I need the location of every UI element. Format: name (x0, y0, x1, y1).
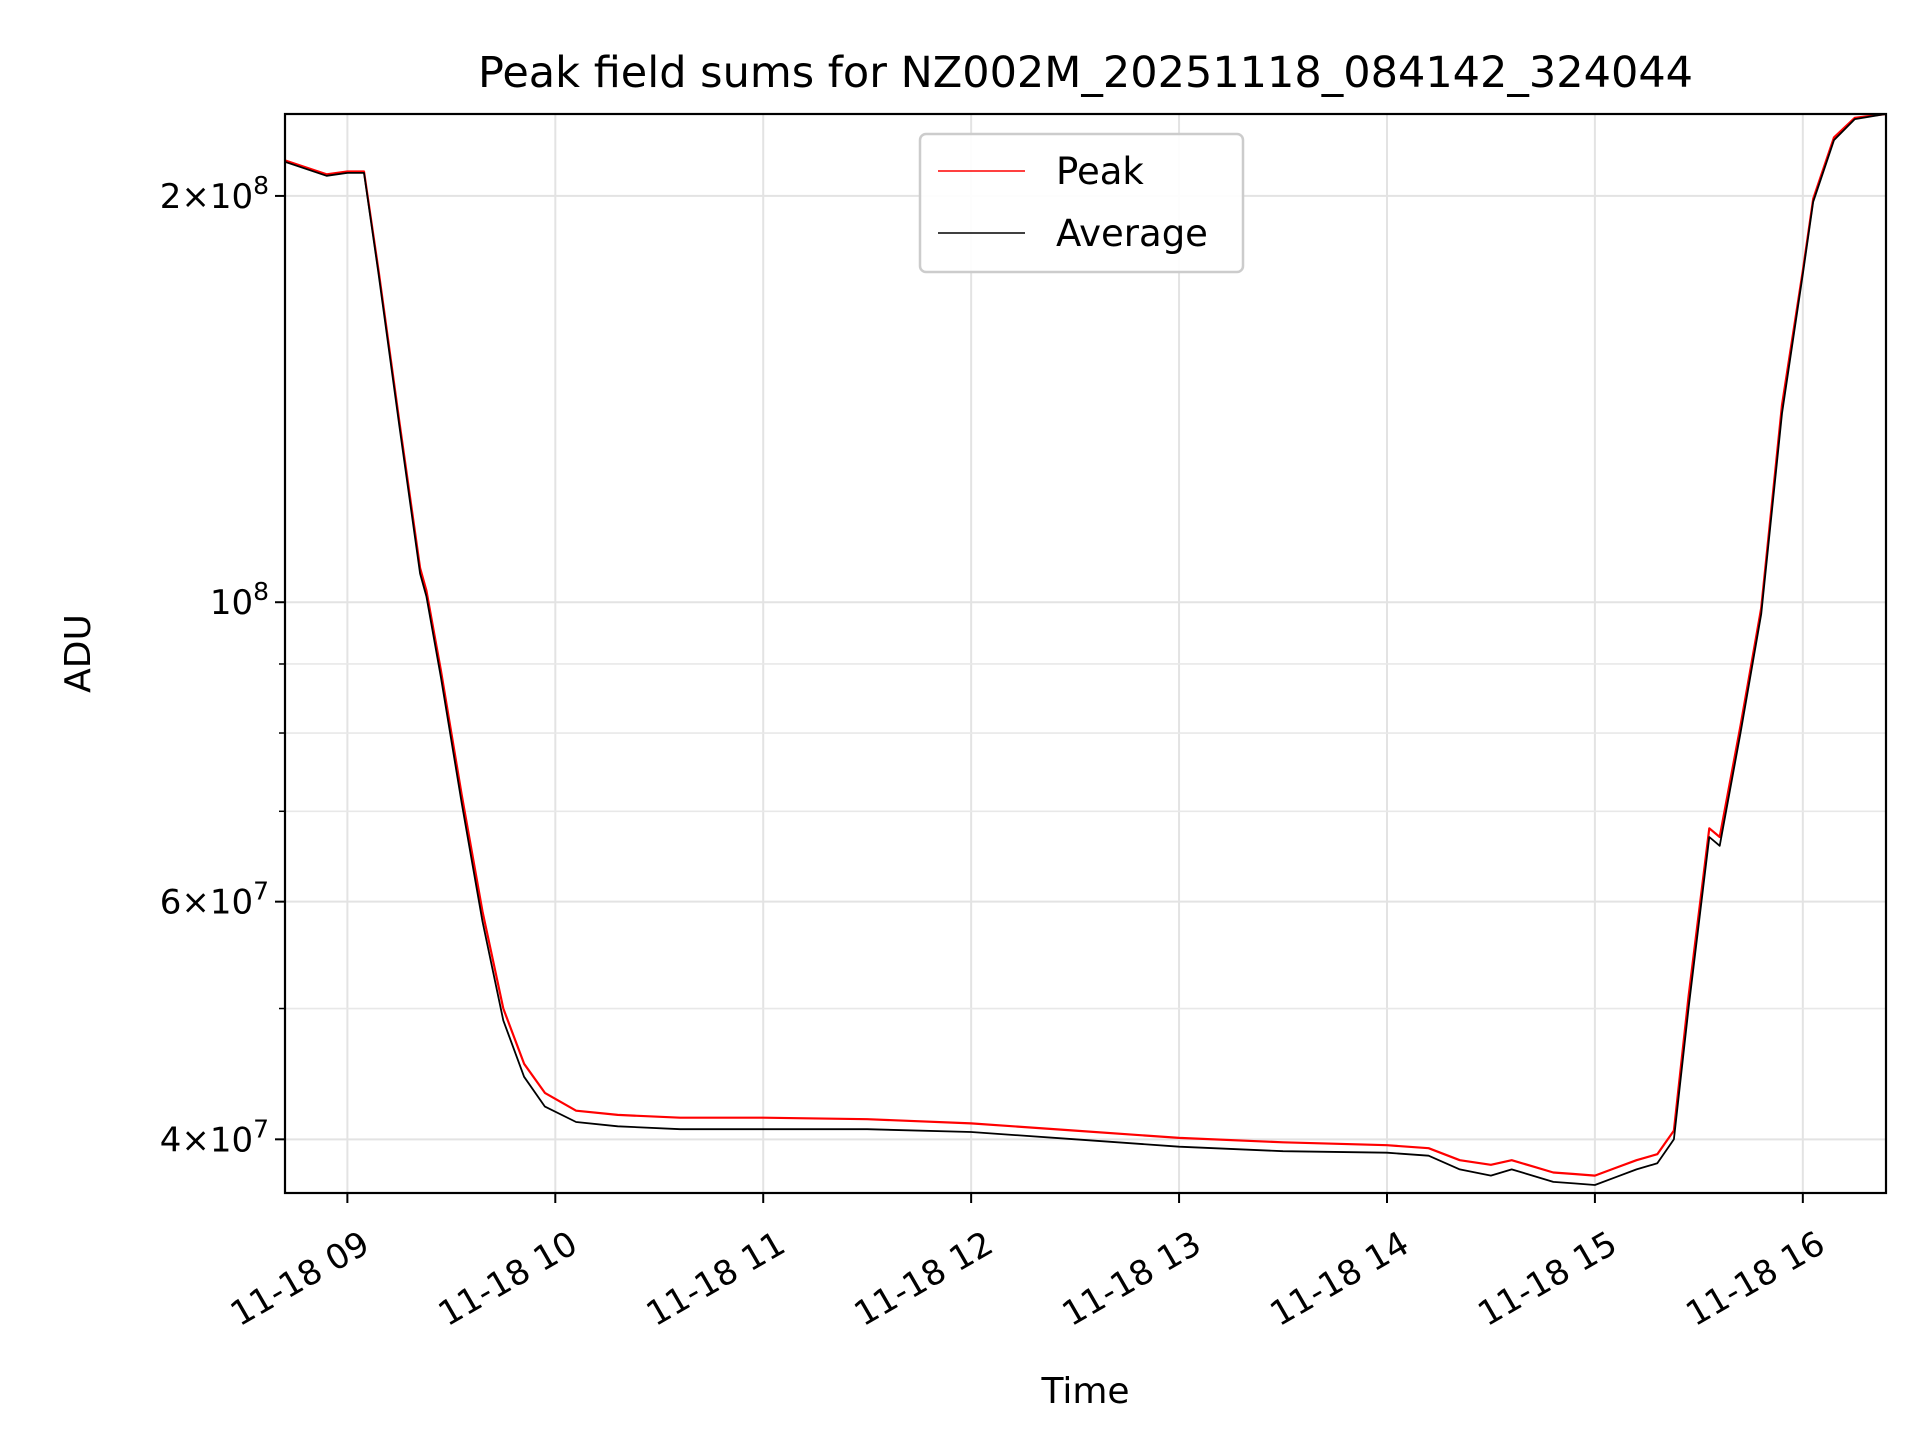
legend-box (918, 132, 1245, 274)
chart-title: Peak field sums for NZ002M_20251118_0841… (478, 48, 1693, 98)
grid (285, 114, 1886, 1193)
y-tick-label-1: 6×107 (160, 877, 269, 923)
series-line-average (285, 114, 1886, 1186)
plot-lines (285, 114, 1886, 1186)
y-axis: 4×107 6×107 108 2×108 (160, 171, 285, 1160)
legend: Peak Average (918, 132, 1245, 274)
y-axis-title: ADU (58, 614, 99, 693)
legend-label-peak: Peak (1056, 150, 1144, 193)
axes-frame (283, 112, 1888, 1195)
legend-label-average: Average (1056, 212, 1208, 255)
x-axis-title: Time (1040, 1371, 1129, 1412)
y-tick-label-2: 108 (210, 577, 269, 623)
series-line-peak (285, 114, 1886, 1177)
y-tick-label-0: 4×107 (160, 1114, 269, 1160)
y-tick-label-3: 2×108 (160, 171, 269, 217)
